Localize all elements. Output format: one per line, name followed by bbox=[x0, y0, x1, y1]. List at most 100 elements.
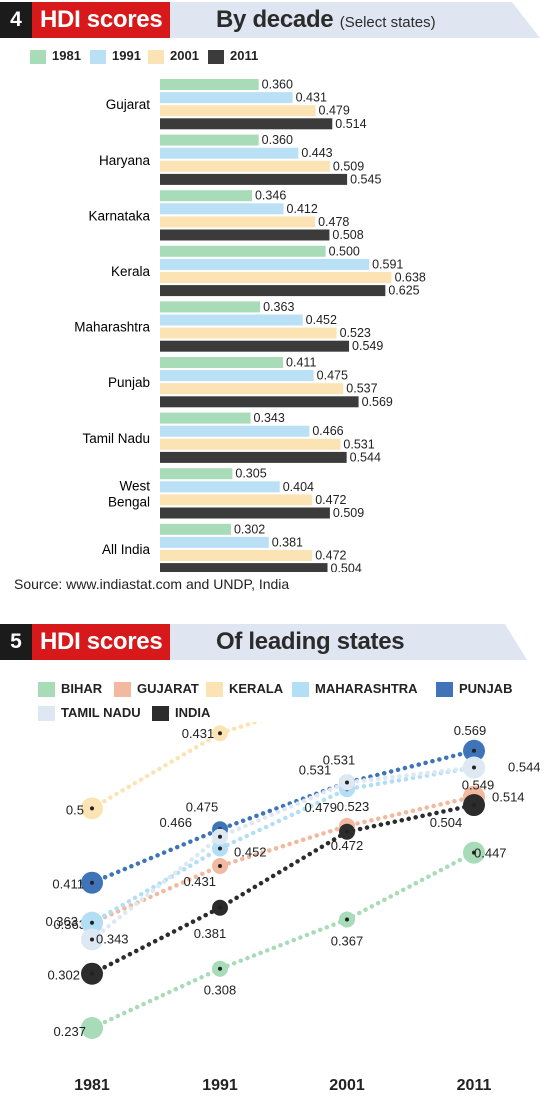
bar-value-karnataka-1981: 0.346 bbox=[255, 189, 286, 203]
x-tick-label-1981: 1981 bbox=[74, 1077, 110, 1094]
line-maharashtra bbox=[89, 765, 477, 926]
bar-haryana-2001 bbox=[160, 160, 330, 172]
category-label-tamil-nadu: Tamil Nadu bbox=[82, 431, 150, 446]
bar-value-punjab-2001: 0.537 bbox=[346, 382, 377, 396]
legend-item-bihar: BIHAR bbox=[38, 680, 102, 698]
bar-maharashtra-1981 bbox=[160, 301, 261, 313]
chart4-red-title: HDI scores bbox=[32, 2, 171, 38]
line-punjab bbox=[89, 748, 477, 885]
value-label-india-2011: 0.504 bbox=[430, 815, 463, 830]
line-bihar bbox=[89, 850, 477, 1031]
legend-item-maharashtra: MAHARASHTRA bbox=[292, 680, 418, 698]
value-label-kerala-1981: 0.5 bbox=[66, 802, 84, 817]
legend-swatch-1981 bbox=[30, 49, 46, 64]
category-label-haryana: Haryana bbox=[99, 153, 151, 168]
bar-maharashtra-2011 bbox=[160, 340, 350, 352]
bar-value-haryana-1991: 0.443 bbox=[301, 146, 332, 160]
category-label-maharashtra: Maharashtra bbox=[74, 320, 150, 335]
legend-label-tamil-nadu: TAMIL NADU bbox=[61, 705, 141, 720]
category-label-all-india: All India bbox=[102, 542, 151, 557]
bar-value-all-india-2011: 0.504 bbox=[331, 562, 362, 572]
bar-gujarat-1991 bbox=[160, 92, 293, 104]
line-tamil-nadu bbox=[89, 765, 477, 942]
bar-value-tamil-nadu-1981: 0.343 bbox=[254, 411, 285, 425]
bar-karnataka-1981 bbox=[160, 190, 252, 202]
bar-kerala-1991 bbox=[160, 258, 370, 270]
point-center-india-1981 bbox=[90, 971, 94, 976]
bar-all-india-2011 bbox=[160, 563, 328, 572]
category-label-west-bengal-line1: West bbox=[119, 478, 150, 493]
point-center-india-2011 bbox=[472, 803, 476, 808]
value-label-bihar-1981: 0.237 bbox=[53, 1024, 86, 1039]
value-label-maharashtra-2001: 0.523 bbox=[337, 799, 370, 814]
point-center-tamil-nadu-2011 bbox=[472, 765, 476, 770]
bar-value-west-bengal-2011: 0.509 bbox=[333, 506, 364, 520]
bar-maharashtra-1991 bbox=[160, 314, 303, 326]
bar-all-india-1991 bbox=[160, 536, 269, 548]
value-label-bihar-1991: 0.308 bbox=[204, 983, 237, 998]
bar-punjab-2001 bbox=[160, 383, 344, 395]
category-label-kerala: Kerala bbox=[111, 264, 151, 279]
bar-tamil-nadu-2001 bbox=[160, 438, 341, 450]
legend-item-kerala: KERALA bbox=[206, 680, 283, 698]
bar-haryana-1981 bbox=[160, 134, 259, 146]
value-label-tamil-nadu-2011: 0.544 bbox=[508, 759, 541, 774]
chart5-number: 5 bbox=[0, 624, 32, 660]
point-center-bihar-2001 bbox=[345, 917, 349, 922]
legend-label-2001: 2001 bbox=[170, 48, 199, 63]
bar-west-bengal-1981 bbox=[160, 468, 233, 480]
value-label-maharashtra-1981: 0.363 bbox=[45, 914, 78, 929]
bar-value-kerala-2011: 0.625 bbox=[388, 284, 419, 298]
legend-swatch-punjab bbox=[436, 682, 453, 698]
point-center-tamil-nadu-1981 bbox=[90, 937, 94, 942]
legend-swatch-gujarat bbox=[114, 682, 131, 698]
line-india bbox=[89, 802, 477, 976]
value-label-india-1981: 0.302 bbox=[47, 968, 80, 983]
legend-swatch-1991 bbox=[90, 49, 106, 64]
point-center-punjab-2011 bbox=[472, 748, 476, 753]
legend-label-1981: 1981 bbox=[52, 48, 81, 63]
chart5-red-title: HDI scores bbox=[32, 624, 171, 660]
bar-value-maharashtra-1991: 0.452 bbox=[306, 313, 337, 327]
bar-haryana-2011 bbox=[160, 173, 348, 185]
bar-value-gujarat-1991: 0.431 bbox=[296, 91, 327, 105]
legend-label-punjab: PUNJAB bbox=[459, 681, 513, 696]
value-label-bihar-2011: 0.447 bbox=[474, 846, 507, 861]
bar-karnataka-2011 bbox=[160, 229, 330, 241]
bar-value-kerala-1981: 0.500 bbox=[329, 244, 360, 258]
x-tick-label-1991: 1991 bbox=[202, 1077, 238, 1094]
bar-all-india-2001 bbox=[160, 550, 313, 561]
bar-value-haryana-1981: 0.360 bbox=[262, 133, 293, 147]
bar-value-all-india-1991: 0.381 bbox=[272, 535, 303, 549]
legend-swatch-2011 bbox=[208, 49, 224, 64]
point-center-tamil-nadu-1991 bbox=[218, 834, 222, 839]
point-center-india-2001 bbox=[345, 829, 349, 834]
chart5-title: Of leading states bbox=[216, 628, 405, 655]
bar-maharashtra-2001 bbox=[160, 327, 337, 339]
legend-label-maharashtra: MAHARASHTRA bbox=[315, 681, 418, 696]
bar-value-west-bengal-1981: 0.305 bbox=[235, 467, 266, 481]
value-label-tamil-nadu-1991: 0.466 bbox=[159, 815, 192, 830]
point-center-punjab-1981 bbox=[90, 880, 94, 885]
value-label-gujarat-2011: 0.514 bbox=[492, 790, 525, 805]
chart4-title: By decade (Select states) bbox=[216, 2, 436, 38]
legend-swatch-2001 bbox=[148, 49, 164, 64]
value-label-maharashtra-1991: 0.452 bbox=[234, 844, 267, 859]
bar-tamil-nadu-2011 bbox=[160, 451, 347, 463]
bar-all-india-1981 bbox=[160, 523, 231, 535]
category-label-karnataka: Karnataka bbox=[88, 208, 150, 223]
point-center-kerala-1981 bbox=[90, 806, 94, 811]
legend-item-gujarat: GUJARAT bbox=[114, 680, 199, 698]
bar-kerala-1981 bbox=[160, 245, 326, 257]
point-center-maharashtra-1981 bbox=[90, 920, 94, 925]
value-label-tamil-nadu-1981: 0.343 bbox=[96, 931, 129, 946]
chart5-header: 5 HDI scores Of leading states bbox=[0, 624, 540, 660]
bar-value-gujarat-2011: 0.514 bbox=[335, 117, 366, 131]
bar-value-kerala-1991: 0.591 bbox=[372, 257, 403, 271]
point-center-gujarat-1991 bbox=[218, 864, 222, 869]
legend-swatch-india bbox=[152, 706, 169, 722]
legend-item-1991: 1991 bbox=[90, 48, 141, 64]
point-center-kerala-1991 bbox=[218, 731, 222, 736]
chart4-subtitle: (Select states) bbox=[339, 14, 436, 31]
line-gujarat bbox=[89, 794, 477, 926]
